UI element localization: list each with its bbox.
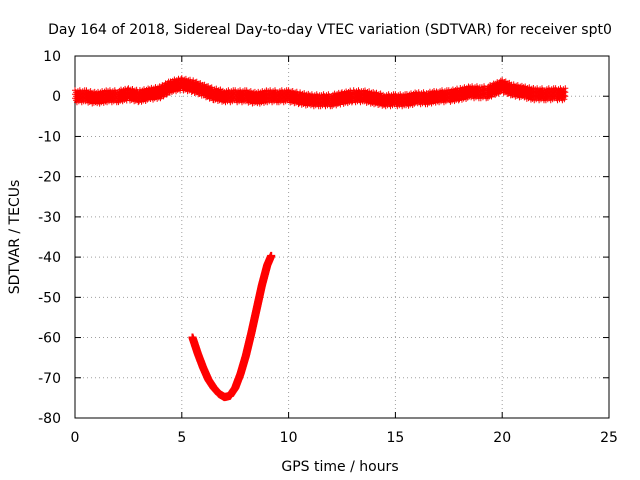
y-tick-label: 10 bbox=[43, 49, 61, 65]
x-tick-label: 0 bbox=[71, 430, 80, 446]
grid bbox=[75, 56, 609, 418]
y-tick-label: -80 bbox=[38, 411, 61, 427]
x-tick-label: 25 bbox=[600, 430, 618, 446]
y-axis-label: SDTVAR / TECUs bbox=[7, 180, 23, 295]
plot-frame bbox=[74, 55, 610, 419]
y-tick-label: -40 bbox=[38, 250, 61, 266]
y-tick-label: -10 bbox=[38, 129, 61, 145]
data-point bbox=[562, 93, 569, 100]
y-tick-label: -30 bbox=[38, 210, 61, 226]
x-tick-label: 20 bbox=[493, 430, 511, 446]
x-tick-label: 5 bbox=[177, 430, 186, 446]
data-point bbox=[267, 251, 276, 260]
x-axis-label: GPS time / hours bbox=[281, 459, 398, 475]
axis-ticks: 0 5 10 15 20 25 10 0 -10 -20 -30 -40 -50 -60 -70 -80 bbox=[38, 49, 618, 446]
x-tick-label: 10 bbox=[280, 430, 298, 446]
data-points bbox=[72, 75, 569, 402]
y-tick-label: 0 bbox=[52, 89, 61, 105]
x-tick-label: 15 bbox=[386, 430, 404, 446]
data-point bbox=[561, 96, 568, 103]
chart-title: Day 164 of 2018, Sidereal Day-to-day VTE… bbox=[48, 22, 612, 38]
y-tick-label: -20 bbox=[38, 170, 61, 186]
y-tick-label: -50 bbox=[38, 290, 61, 306]
y-tick-label: -60 bbox=[38, 331, 61, 347]
series-1 bbox=[188, 251, 276, 402]
series-0 bbox=[72, 75, 569, 110]
y-tick-label: -70 bbox=[38, 371, 61, 387]
